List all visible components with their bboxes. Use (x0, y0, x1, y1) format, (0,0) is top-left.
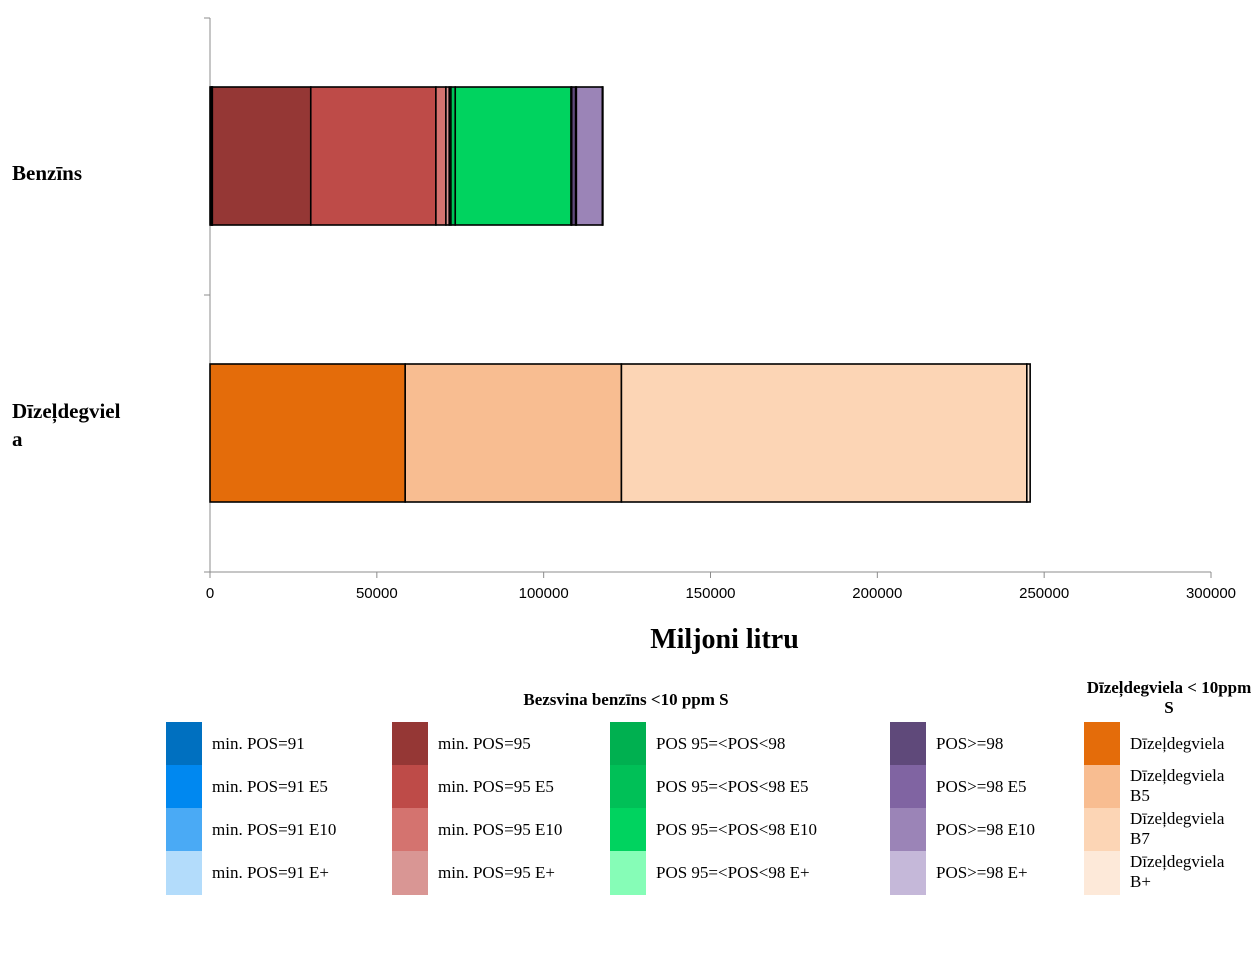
legend-label: POS 95=<POS<98 E5 (656, 777, 809, 796)
legend-label: Dīzeļdegviela B7 (1130, 809, 1225, 848)
legend-swatch (890, 851, 926, 895)
legend-label: min. POS=91 E+ (212, 863, 329, 882)
legend-label: POS 95=<POS<98 (656, 734, 786, 753)
legend-swatch (392, 808, 428, 852)
legend-swatch (610, 765, 646, 809)
legend-swatch (392, 851, 428, 895)
legend-label: min. POS=95 E+ (438, 863, 555, 882)
bar-segment (575, 86, 604, 226)
legend-title-gasoline: Bezsvina benzīns <10 ppm S (523, 690, 729, 709)
legend-swatch (1084, 808, 1120, 852)
x-tick-label: 0 (206, 585, 214, 602)
legend-label: min. POS=91 E10 (212, 820, 337, 839)
legend-title-diesel: Dīzeļdegviela < 10ppm S (1086, 678, 1252, 717)
legend-swatch (1084, 851, 1120, 895)
legend-label: Dīzeļdegviela B5 (1130, 766, 1225, 805)
bar-segment (211, 86, 312, 226)
x-tick-label: 150000 (685, 585, 735, 602)
category-label: Benzīns (12, 161, 82, 185)
legend-swatch (392, 722, 428, 766)
legend-label: POS 95=<POS<98 E+ (656, 863, 810, 882)
legend-swatch (610, 808, 646, 852)
bar-segment (601, 86, 604, 226)
legend-label: POS 95=<POS<98 E10 (656, 820, 818, 839)
bar-segment (209, 363, 406, 503)
legend-swatch (166, 765, 202, 809)
chart-bars (209, 86, 1031, 503)
legend-swatch (890, 765, 926, 809)
x-tick-label: 250000 (1019, 585, 1069, 602)
chart-labels: 0 50000 100000 150000 200000 250000 300000 Milj… (12, 161, 1236, 655)
legend-swatch (166, 808, 202, 852)
legend-label: min. POS=91 E5 (212, 777, 328, 796)
legend-label: min. POS=95 E10 (438, 820, 563, 839)
legend-label: min. POS=95 E5 (438, 777, 554, 796)
x-tick-label: 100000 (519, 585, 569, 602)
bar-segment (620, 363, 1028, 503)
x-tick-label: 50000 (356, 585, 398, 602)
x-tick-label: 200000 (852, 585, 902, 602)
legend-label: POS>=98 E+ (936, 863, 1028, 882)
category-label: Dīzeļdegviel a (12, 399, 121, 451)
x-axis-title: Miljoni litru (650, 624, 799, 655)
legend-swatch (610, 722, 646, 766)
legend-label: min. POS=91 (212, 734, 305, 753)
legend-swatch (1084, 722, 1120, 766)
bar-segment (1026, 363, 1031, 503)
legend-label: Dīzeļdegviela B+ (1130, 852, 1225, 891)
legend-swatch (392, 765, 428, 809)
legend-label: POS>=98 E5 (936, 777, 1027, 796)
legend-swatch (890, 722, 926, 766)
bar-segment (404, 363, 623, 503)
legend-swatch (166, 851, 202, 895)
bar-segment (454, 86, 572, 226)
legend-label: min. POS=95 (438, 734, 531, 753)
legend-swatch (166, 722, 202, 766)
legend-swatch (890, 808, 926, 852)
legend-label: Dīzeļdegviela (1130, 734, 1225, 753)
legend-swatch (1084, 765, 1120, 809)
x-tick-label: 300000 (1186, 585, 1236, 602)
bar-segment (309, 86, 437, 226)
bar-segment (435, 86, 447, 226)
legend-swatch (610, 851, 646, 895)
legend-label: POS>=98 (936, 734, 1004, 753)
legend-label: POS>=98 E10 (936, 820, 1035, 839)
